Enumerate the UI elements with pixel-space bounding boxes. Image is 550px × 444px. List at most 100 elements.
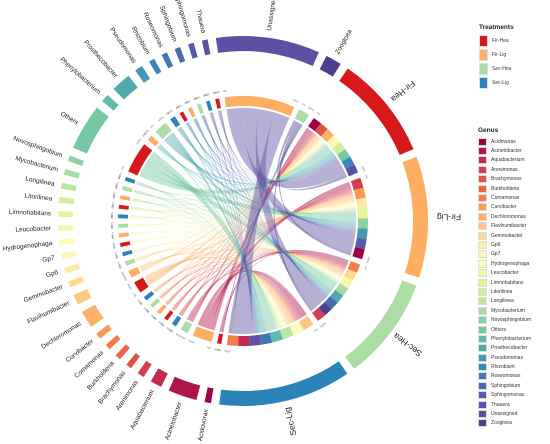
- tick-label: 0%: [117, 174, 122, 179]
- treatment-legend-label: Sec-Lig: [492, 80, 509, 86]
- genus-legend-label: Unassigned: [491, 411, 518, 418]
- sector-arc: [201, 39, 211, 56]
- sector-arc: [115, 344, 130, 360]
- genus-legend-label: Gp7: [491, 251, 501, 258]
- inner-bar-segment: [330, 289, 344, 303]
- sector-label: Sec-Lig: [282, 406, 298, 437]
- tick-label: 100%: [149, 313, 157, 321]
- tick-label: 100%: [136, 298, 144, 306]
- tick-label: 0%: [117, 264, 122, 270]
- treatment-legend-swatch: [479, 35, 488, 47]
- genus-legend-label: Leucobacter: [491, 270, 519, 277]
- genus-legend-swatch: [478, 156, 487, 165]
- sector-label: Limnohabitans: [9, 209, 52, 218]
- inner-bar-segment: [308, 117, 321, 132]
- sector-label: Prosthecobacter: [82, 39, 119, 80]
- genus-legend-item: Leucobacter: [478, 268, 531, 278]
- sector-arc: [58, 196, 75, 205]
- genus-legend-swatch: [478, 269, 487, 278]
- chord-ribbon: [231, 112, 290, 334]
- treatment-legend-item: Fir-Hea: [479, 34, 514, 48]
- tick-label: 0%: [193, 96, 199, 101]
- sector-label: Thauera: [195, 9, 207, 35]
- chord-ribbon: [149, 151, 277, 332]
- inner-bar-segment: [118, 232, 130, 238]
- sector-label: Acidovorax: [197, 408, 210, 442]
- inner-bar-segment: [238, 335, 250, 346]
- inner-bar-segment: [128, 144, 153, 176]
- chord-ribbon: [130, 224, 340, 281]
- inner-bar-segment: [298, 315, 314, 331]
- sector-arc: [402, 156, 429, 278]
- genus-legend-swatch: [478, 419, 487, 428]
- sector-label: Aquabacterium: [129, 389, 156, 431]
- genus-legend-label: Acidovorax: [491, 138, 516, 145]
- tick-label: 100%: [110, 231, 115, 239]
- inner-bar-segment: [128, 267, 141, 278]
- genus-legend-swatch: [478, 334, 487, 343]
- sector-arc: [174, 47, 186, 64]
- treatment-legend-swatch: [479, 49, 488, 61]
- inner-bar-segment: [347, 261, 361, 273]
- genus-legend-label: Roseomonas: [491, 373, 521, 380]
- inner-bar-segment: [318, 302, 332, 316]
- sector-arc: [58, 224, 74, 232]
- tick-label: 0%: [138, 300, 144, 306]
- genus-legend-label: Hydrogenophaga: [491, 260, 530, 267]
- inner-bar-segment: [341, 156, 355, 169]
- sector-label: Litorilinea: [24, 193, 53, 203]
- tick-label: 100%: [184, 98, 192, 105]
- inner-bar-segment: [352, 247, 365, 260]
- genus-legend-swatch: [478, 231, 487, 240]
- inner-bar-segment: [289, 321, 304, 336]
- tick-label: 100%: [126, 282, 133, 290]
- sector-label: Acinetobacter: [164, 401, 184, 442]
- sector-arc: [150, 368, 168, 387]
- genus-legend-item: Unassigned: [478, 409, 531, 419]
- sector-arc: [60, 250, 77, 260]
- sector-arc: [168, 376, 201, 401]
- genus-legend-swatch: [478, 316, 487, 325]
- inner-bar-segment: [339, 276, 353, 289]
- tick-label: 100%: [213, 90, 221, 95]
- treatment-legend-item: Sec-Hea: [479, 62, 514, 76]
- sector-arc: [58, 238, 75, 246]
- tick-label: 0%: [112, 194, 117, 199]
- inner-bar-segment: [119, 195, 131, 201]
- inner-bar-segment: [249, 334, 261, 346]
- tick-label: 0%: [110, 224, 114, 229]
- chord-ribbon: [142, 163, 356, 221]
- treatment-legend-swatch: [479, 63, 488, 75]
- inner-bar-segment: [314, 123, 328, 137]
- tick-label: 100%: [165, 326, 173, 333]
- tick-label: 0%: [110, 234, 115, 239]
- genus-legend-item: Dechloromonas: [478, 212, 531, 221]
- genus-legend-label: Gp6: [491, 241, 501, 248]
- sector-arc: [215, 36, 319, 66]
- tick-label: 100%: [365, 256, 371, 264]
- tick-label: 100%: [116, 261, 122, 269]
- tick-label: 100%: [223, 349, 231, 354]
- treatment-legend-label: Sec-Hea: [492, 66, 512, 72]
- inner-bar-segment: [150, 298, 161, 308]
- sector-arc: [137, 360, 152, 378]
- inner-bar-segment: [147, 135, 159, 147]
- sector-arc: [67, 155, 85, 166]
- inner-bar-segment: [179, 111, 188, 122]
- genus-legend-swatch: [478, 278, 487, 287]
- tick-label: 0%: [316, 111, 322, 117]
- inner-bar-segment: [118, 204, 129, 210]
- chord-ribbon: [130, 207, 356, 215]
- inner-bar-segment: [164, 310, 174, 321]
- genus-legend-label: Mycobacterium: [491, 307, 525, 314]
- chord-ribbon: [255, 109, 326, 310]
- tick-label: 100%: [193, 95, 201, 101]
- sector-label: Hydrogenophaga: [2, 240, 53, 253]
- sector-label: Flavihumibacter: [26, 299, 71, 325]
- inner-bar-segment: [170, 116, 181, 128]
- inner-bar-segment: [124, 176, 136, 184]
- tick-label: 100%: [113, 251, 119, 259]
- genus-legend: Genus Acidovorax Acinetobacter Aquabacteri…: [478, 127, 531, 428]
- sector-arc: [345, 280, 417, 369]
- tick-label: 0%: [114, 184, 119, 189]
